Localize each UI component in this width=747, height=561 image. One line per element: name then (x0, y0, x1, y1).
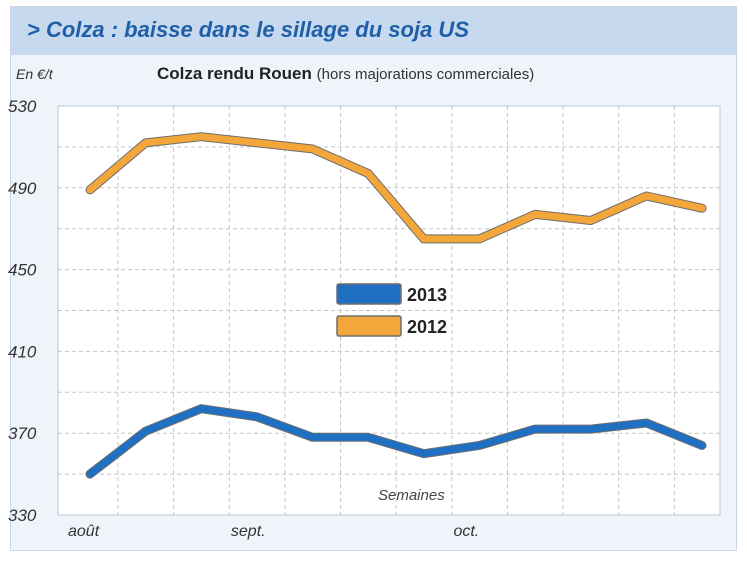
y-tick-label: 450 (8, 261, 37, 280)
data-point-2013 (89, 473, 91, 475)
data-point-2012 (590, 220, 592, 222)
y-tick-label: 530 (8, 97, 37, 116)
data-point-2013 (367, 436, 369, 438)
legend-label-2012: 2012 (407, 317, 447, 337)
data-point-2012 (312, 148, 314, 150)
x-month-label: août (68, 523, 100, 540)
data-point-2013 (590, 428, 592, 430)
data-point-2013 (645, 422, 647, 424)
header-bar: > Colza : baisse dans le sillage du soja… (11, 7, 736, 55)
data-point-2012 (478, 238, 480, 240)
data-point-2013 (534, 428, 536, 430)
data-point-2012 (200, 136, 202, 138)
y-tick-label: 410 (8, 342, 37, 361)
legend-label-2013: 2013 (407, 285, 447, 305)
data-point-2013 (423, 453, 425, 455)
data-point-2013 (256, 416, 258, 418)
data-point-2013 (200, 408, 202, 410)
x-month-label: sept. (231, 523, 266, 540)
data-point-2013 (145, 430, 147, 432)
data-point-2012 (367, 172, 369, 174)
legend-swatch-2012 (336, 315, 402, 337)
data-point-2012 (89, 189, 91, 191)
y-tick-label: 490 (8, 179, 37, 198)
data-point-2012 (145, 142, 147, 144)
x-axis-label: Semaines (378, 487, 445, 504)
chart-header-title: > Colza : baisse dans le sillage du soja… (27, 17, 469, 42)
data-point-2012 (423, 238, 425, 240)
data-point-2012 (701, 207, 703, 209)
y-tick-label: 370 (8, 424, 37, 443)
x-month-label: oct. (453, 523, 479, 540)
series-line-2012 (86, 133, 706, 243)
data-point-2012 (534, 213, 536, 215)
data-point-2013 (478, 444, 480, 446)
data-point-2012 (645, 195, 647, 197)
chart-title-main: Colza rendu Rouen (157, 64, 312, 83)
chart-subtitle: (hors majorations commerciales) (316, 66, 535, 83)
legend-swatch-2013 (336, 283, 402, 305)
data-point-2013 (312, 436, 314, 438)
chart-title: Colza rendu Rouen (hors majorations comm… (157, 64, 534, 84)
y-unit-label: En €/t (16, 66, 53, 82)
series-line-2013 (86, 405, 706, 478)
data-point-2013 (701, 444, 703, 446)
data-point-2012 (256, 142, 258, 144)
y-tick-label: 330 (8, 506, 37, 525)
